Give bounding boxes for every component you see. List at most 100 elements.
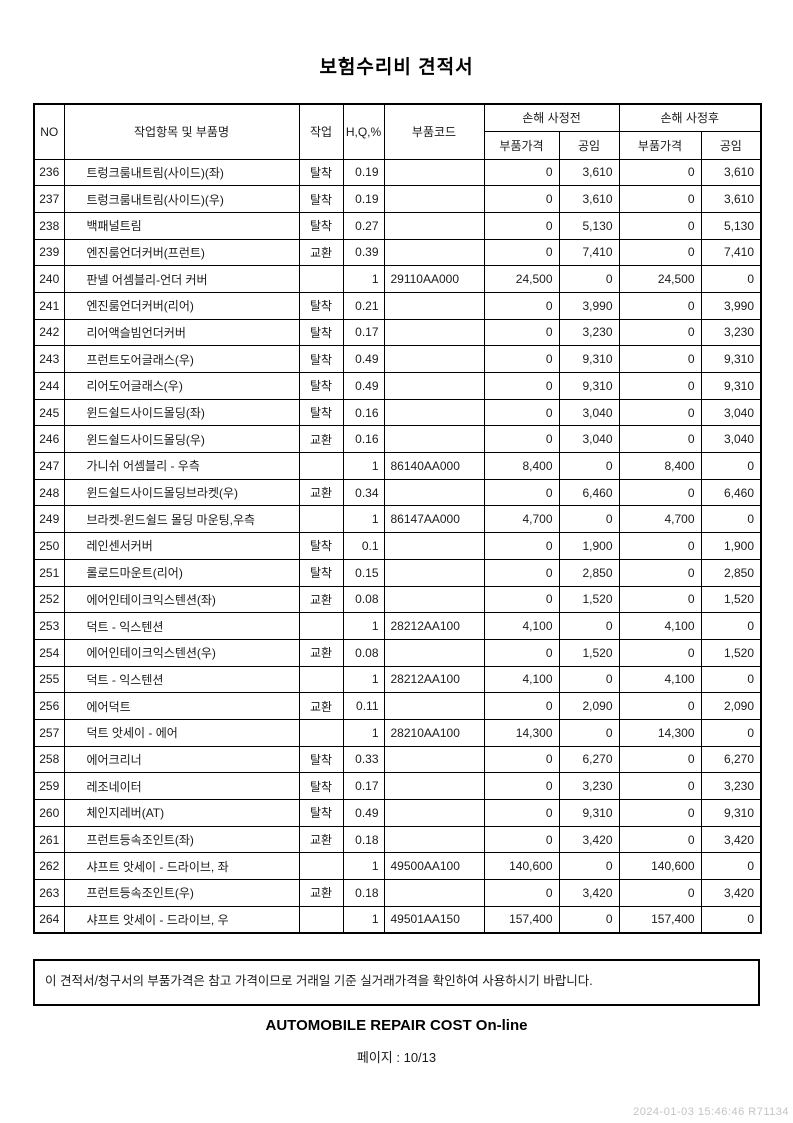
cell-after-labor: 9,310 <box>700 345 762 373</box>
estimate-table-body: 236 트렁크룸내트림(사이드)(좌) 탈착 0.19 0 3,610 0 3,… <box>33 158 762 934</box>
col-group-before: 손해 사정전 <box>483 103 620 132</box>
cell-item-name: 롤로드마운트(리어) <box>63 558 300 587</box>
cell-part-code <box>383 238 485 267</box>
col-header-part-code: 부품코드 <box>383 103 485 160</box>
cell-before-labor: 0 <box>558 665 620 694</box>
cell-before-labor: 0 <box>558 852 620 881</box>
col-header-after-labor: 공임 <box>700 130 762 160</box>
cell-hq: 0.17 <box>342 772 385 800</box>
cell-after-price: 14,300 <box>618 718 702 747</box>
cell-hq: 0.11 <box>342 692 385 720</box>
cell-hq: 1 <box>342 665 385 694</box>
cell-before-price: 0 <box>483 398 560 427</box>
cell-no: 245 <box>33 398 65 427</box>
cell-work-type: 탈착 <box>298 398 344 427</box>
cell-work-type: 탈착 <box>298 558 344 587</box>
cell-work-type: 탈착 <box>298 211 344 240</box>
table-row: 237 트렁크룸내트림(사이드)(우) 탈착 0.19 0 3,610 0 3,… <box>33 185 762 213</box>
cell-before-labor: 3,230 <box>558 318 620 347</box>
cell-after-labor: 3,230 <box>700 318 762 347</box>
table-row: 244 리어도어글래스(우) 탈착 0.49 0 9,310 0 9,310 <box>33 372 762 400</box>
cell-after-price: 0 <box>618 291 702 320</box>
cell-before-price: 0 <box>483 772 560 800</box>
cell-part-code <box>383 532 485 560</box>
table-row: 251 롤로드마운트(리어) 탈착 0.15 0 2,850 0 2,850 <box>33 558 762 587</box>
cell-hq: 0.15 <box>342 558 385 587</box>
cell-part-code <box>383 638 485 667</box>
table-row: 262 샤프트 앗세이 - 드라이브, 좌 1 49500AA100 140,6… <box>33 852 762 881</box>
cell-after-price: 4,100 <box>618 612 702 640</box>
cell-before-price: 0 <box>483 478 560 507</box>
cell-after-price: 0 <box>618 158 702 187</box>
cell-after-price: 0 <box>618 692 702 720</box>
table-row: 253 덕트 - 익스텐션 1 28212AA100 4,100 0 4,100… <box>33 612 762 640</box>
cell-hq: 1 <box>342 452 385 480</box>
cell-no: 240 <box>33 265 65 293</box>
cell-no: 236 <box>33 158 65 187</box>
cell-after-labor: 3,990 <box>700 291 762 320</box>
cell-item-name: 엔진룸언더커버(리어) <box>63 291 300 320</box>
cell-after-price: 0 <box>618 398 702 427</box>
cell-before-price: 0 <box>483 291 560 320</box>
cell-before-labor: 3,040 <box>558 425 620 454</box>
cell-part-code <box>383 558 485 587</box>
cell-hq: 0.34 <box>342 478 385 507</box>
cell-no: 264 <box>33 905 65 934</box>
cell-after-price: 0 <box>618 825 702 854</box>
cell-before-labor: 3,420 <box>558 879 620 907</box>
cell-item-name: 덕트 앗세이 - 에어 <box>63 718 300 747</box>
cell-before-labor: 1,520 <box>558 585 620 614</box>
cell-before-labor: 0 <box>558 452 620 480</box>
cell-after-labor: 5,130 <box>700 211 762 240</box>
cell-work-type: 교환 <box>298 585 344 614</box>
cell-after-price: 0 <box>618 772 702 800</box>
table-row: 247 가니쉬 어셈블리 - 우측 1 86140AA000 8,400 0 8… <box>33 452 762 480</box>
cell-work-type: 탈착 <box>298 772 344 800</box>
cell-work-type <box>298 612 344 640</box>
cell-no: 255 <box>33 665 65 694</box>
table-row: 255 덕트 - 익스텐션 1 28212AA100 4,100 0 4,100… <box>33 665 762 694</box>
cell-before-labor: 0 <box>558 905 620 934</box>
cell-after-labor: 0 <box>700 852 762 881</box>
cell-after-price: 0 <box>618 799 702 827</box>
cell-item-name: 윈드쉴드사이드몰딩(우) <box>63 425 300 454</box>
cell-before-labor: 1,900 <box>558 532 620 560</box>
cell-item-name: 덕트 - 익스텐션 <box>63 612 300 640</box>
cell-hq: 0.39 <box>342 238 385 267</box>
cell-no: 261 <box>33 825 65 854</box>
table-row: 245 윈드쉴드사이드몰딩(좌) 탈착 0.16 0 3,040 0 3,040 <box>33 398 762 427</box>
cell-after-labor: 0 <box>700 612 762 640</box>
notice-text: 이 견적서/청구서의 부품가격은 참고 가격이므로 거래일 기준 실거래가격을 … <box>45 974 593 988</box>
cell-after-price: 0 <box>618 238 702 267</box>
cell-after-labor: 0 <box>700 505 762 534</box>
cell-hq: 0.27 <box>342 211 385 240</box>
cell-no: 257 <box>33 718 65 747</box>
cell-work-type <box>298 265 344 293</box>
cell-before-labor: 0 <box>558 265 620 293</box>
cell-part-code: 28212AA100 <box>383 612 485 640</box>
cell-part-code <box>383 158 485 187</box>
cell-after-price: 0 <box>618 585 702 614</box>
col-header-before-part-price: 부품가격 <box>483 130 560 160</box>
table-row: 249 브라켓-윈드쉴드 몰딩 마운팅,우측 1 86147AA000 4,70… <box>33 505 762 534</box>
cell-part-code: 29110AA000 <box>383 265 485 293</box>
cell-after-price: 0 <box>618 211 702 240</box>
cell-part-code <box>383 291 485 320</box>
cell-after-labor: 3,420 <box>700 825 762 854</box>
cell-before-labor: 2,090 <box>558 692 620 720</box>
cell-after-labor: 7,410 <box>700 238 762 267</box>
cell-part-code <box>383 185 485 213</box>
cell-item-name: 프런트도어글래스(우) <box>63 345 300 373</box>
cell-part-code <box>383 478 485 507</box>
table-row: 264 샤프트 앗세이 - 드라이브, 우 1 49501AA150 157,4… <box>33 905 762 934</box>
cell-no: 237 <box>33 185 65 213</box>
cell-no: 251 <box>33 558 65 587</box>
cell-part-code <box>383 745 485 774</box>
cell-before-price: 0 <box>483 425 560 454</box>
cell-after-labor: 3,420 <box>700 879 762 907</box>
cell-before-price: 8,400 <box>483 452 560 480</box>
cell-before-labor: 3,610 <box>558 158 620 187</box>
cell-item-name: 프런트등속조인트(우) <box>63 879 300 907</box>
cell-after-labor: 9,310 <box>700 372 762 400</box>
